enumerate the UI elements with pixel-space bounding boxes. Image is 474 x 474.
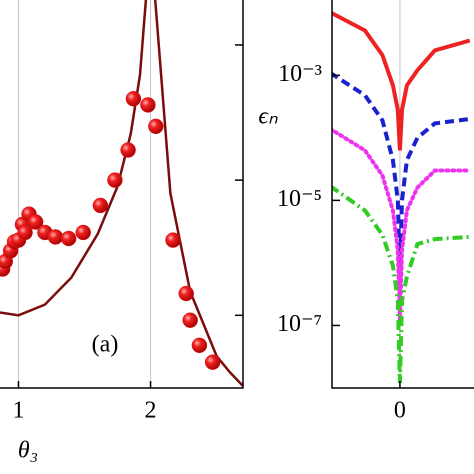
curve [332, 71, 471, 271]
data-point [191, 337, 208, 354]
data-point [148, 118, 164, 135]
data-point [120, 142, 136, 158]
data-point [107, 172, 123, 188]
data-point [47, 229, 64, 245]
data-point [75, 224, 91, 241]
x-tick-label: 1 [12, 398, 24, 424]
y-tick-label: 10⁻⁷ [277, 311, 322, 337]
data-point [92, 197, 109, 214]
data-point [17, 224, 33, 241]
x-tick-label: 0 [394, 398, 406, 424]
x-axis-label: θ₃ [18, 438, 38, 464]
axes-frame [0, 0, 244, 389]
data-point [165, 232, 181, 248]
plot-area [332, 0, 472, 388]
y-tick-label: 10⁻⁵ [277, 186, 322, 212]
y-tick-label: 10⁻³ [278, 61, 322, 87]
data-point [178, 285, 194, 302]
curve [0, 0, 243, 387]
y-axis-label: ϵₙ [258, 104, 278, 130]
data-point [140, 97, 156, 113]
data-point [27, 214, 44, 230]
data-point [204, 354, 221, 370]
x-tick-label: 2 [145, 398, 157, 424]
plot-area [0, 0, 243, 388]
data-point [125, 90, 142, 107]
curve [332, 11, 471, 151]
data-point [60, 230, 77, 247]
axes-frame [331, 0, 474, 389]
data-point [182, 312, 198, 328]
annotation: (a) [92, 332, 119, 358]
